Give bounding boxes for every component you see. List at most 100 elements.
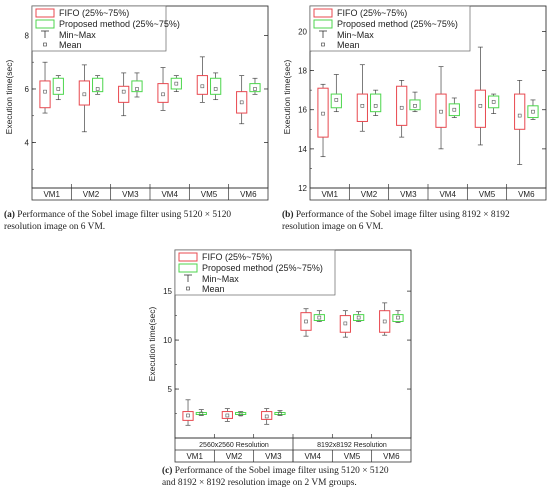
- box-fifo-b-vm5: [474, 89, 486, 128]
- box-fifo-b-vm1: [317, 87, 329, 138]
- ytick-label-b: 20: [298, 27, 307, 36]
- group-label-c: 2560x2560 Resolution: [199, 442, 269, 449]
- box-proposed-c-vm5: [353, 314, 365, 321]
- xtick-label-b: VM3: [400, 190, 417, 199]
- legend-mean-marker-a: [43, 42, 47, 47]
- mean-fifo-a-vm5: [200, 84, 205, 89]
- xtick-label-c: VM3: [265, 452, 282, 461]
- box-proposed-c-vm3: [274, 412, 286, 415]
- ytick-label-c: 5: [168, 385, 173, 394]
- mean-fifo-b-vm3: [399, 105, 404, 110]
- ytick-label-c: 15: [163, 287, 172, 296]
- caption-b-tag: (b): [282, 210, 294, 220]
- mean-fifo-b-vm5: [478, 104, 483, 108]
- xtick-label-b: VM6: [518, 190, 535, 199]
- mean-fifo-a-vm1: [43, 89, 47, 94]
- box-fifo-c-vm3: [261, 411, 273, 420]
- chart-a: 4 6 8 Execution time(sec) VM1 VM2 VM3 VM4 VM5 VM6…: [4, 5, 269, 201]
- box-fifo-b-vm4: [435, 93, 447, 128]
- xtick-label-b: VM1: [321, 190, 338, 199]
- legend-minmax-label-c: Min~Max: [202, 274, 239, 284]
- xtick-label-b: VM2: [361, 190, 378, 199]
- legend-proposed-swatch-b: [313, 19, 333, 29]
- legend-mean-marker-c: [186, 286, 190, 291]
- ylabel-b: Execution time(sec): [282, 60, 292, 135]
- legend-proposed-swatch-c: [178, 263, 198, 273]
- mean-fifo-a-vm6: [239, 100, 244, 105]
- mean-proposed-a-vm5: [213, 87, 218, 91]
- box-proposed-b-vm6: [527, 105, 539, 119]
- box-proposed-b-vm5: [488, 95, 500, 109]
- group-label-c: 8192x8192 Resolution: [317, 442, 387, 449]
- box-proposed-b-vm3: [409, 99, 421, 111]
- xtick-label-a: VM3: [122, 190, 139, 199]
- caption-c-tag: (c): [162, 466, 173, 476]
- xtick-label-c: VM5: [344, 452, 361, 461]
- box-proposed-c-vm4: [313, 314, 325, 321]
- box-fifo-a-vm3: [118, 85, 130, 103]
- box-proposed-a-vm5: [210, 77, 222, 95]
- mean-fifo-b-vm2: [360, 104, 365, 108]
- legend-mean-label-a: Mean: [59, 40, 82, 50]
- box-fifo-a-vm1: [39, 80, 51, 109]
- box-fifo-c-vm2: [221, 411, 233, 419]
- mean-fifo-a-vm2: [82, 92, 87, 97]
- legend-box-c: [174, 249, 336, 296]
- box-proposed-c-vm2: [235, 412, 247, 415]
- caption-b: (b) Performance of the Sobel image filte…: [282, 210, 544, 233]
- box-proposed-c-vm6: [392, 314, 404, 322]
- ytick-label-b: 12: [298, 184, 307, 193]
- xtick-label-a: VM2: [83, 190, 100, 199]
- xtick-label-b: VM5: [479, 190, 496, 199]
- box-fifo-c-vm1: [182, 411, 194, 421]
- box-proposed-a-vm2: [92, 77, 104, 93]
- ytick-label-b: 14: [298, 145, 307, 154]
- legend-mean-label-b: Mean: [337, 40, 360, 50]
- mean-proposed-a-vm4: [174, 81, 179, 86]
- legend-fifo-swatch-b: [313, 8, 333, 18]
- xtick-label-c: VM4: [304, 452, 321, 461]
- mean-fifo-c-vm6: [382, 319, 387, 324]
- ylabel-c: Execution time(sec): [147, 307, 157, 382]
- box-proposed-b-vm2: [370, 93, 382, 113]
- mean-proposed-b-vm4: [452, 107, 457, 112]
- mean-fifo-a-vm4: [161, 92, 165, 97]
- box-proposed-a-vm1: [52, 77, 64, 95]
- box-proposed-b-vm1: [330, 93, 342, 109]
- mean-fifo-b-vm6: [517, 113, 522, 118]
- xtick-label-a: VM4: [161, 190, 178, 199]
- legend-minmax-label-b: Min~Max: [337, 30, 374, 40]
- legend-fifo-label-c: FIFO (25%~75%): [202, 252, 272, 262]
- caption-c: (c) Performance of the Sobel image filte…: [162, 466, 402, 489]
- mean-fifo-b-vm4: [439, 109, 443, 114]
- xtick-label-a: VM1: [43, 190, 60, 199]
- caption-b-text: Performance of the Sobel image filter us…: [282, 210, 510, 232]
- legend-mean-marker-b: [321, 42, 325, 47]
- ytick-label-a: 8: [25, 31, 30, 40]
- ytick-label-b: 16: [298, 106, 307, 115]
- chart-b: 12 14 16 18 20 Execution time(sec) VM1 VM2 VM3 VM…: [282, 5, 547, 201]
- ytick-label-a: 4: [25, 139, 30, 148]
- box-fifo-b-vm2: [356, 93, 368, 122]
- mean-proposed-c-vm5: [356, 315, 361, 320]
- legend-proposed-swatch-a: [35, 19, 55, 29]
- box-proposed-a-vm4: [170, 77, 182, 90]
- mean-proposed-c-vm1: [199, 411, 204, 416]
- legend-proposed-label-a: Proposed method (25%~75%): [59, 19, 180, 29]
- mean-proposed-b-vm2: [373, 104, 378, 108]
- mean-proposed-b-vm3: [413, 104, 417, 108]
- legend-fifo-swatch-a: [35, 8, 55, 18]
- mean-proposed-c-vm3: [278, 411, 282, 416]
- mean-proposed-c-vm6: [396, 315, 400, 320]
- legend-box-b: [309, 5, 471, 52]
- box-fifo-a-vm6: [236, 91, 248, 114]
- mean-proposed-a-vm2: [95, 87, 100, 91]
- mean-proposed-a-vm1: [56, 87, 61, 91]
- box-proposed-b-vm4: [448, 103, 460, 117]
- mean-proposed-c-vm4: [317, 315, 322, 320]
- xtick-label-b: VM4: [439, 190, 456, 199]
- legend-fifo-label-a: FIFO (25%~75%): [59, 8, 129, 18]
- mean-proposed-b-vm1: [334, 98, 339, 102]
- mean-proposed-a-vm3: [135, 87, 139, 91]
- box-fifo-c-vm6: [379, 310, 391, 333]
